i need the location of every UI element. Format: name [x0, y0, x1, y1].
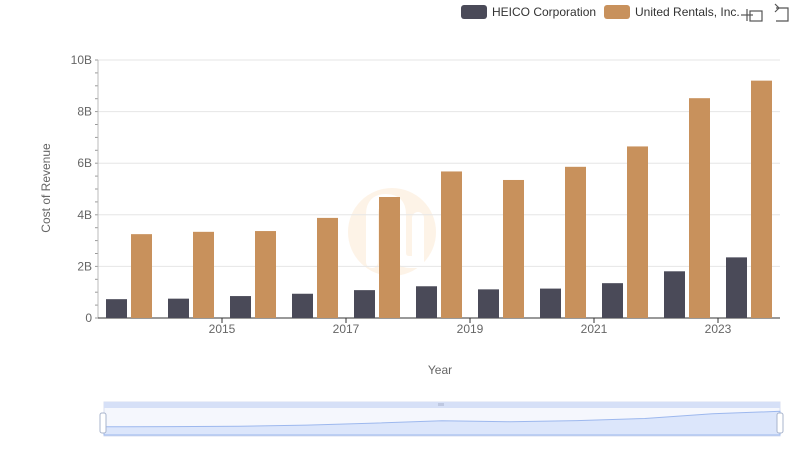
- x-tick-label: 2021: [581, 322, 608, 336]
- y-tick-label: 2B: [77, 259, 92, 273]
- legend-label-united-rentals: United Rentals, Inc.: [635, 5, 740, 19]
- bar-united-rentals-2017[interactable]: [317, 217, 338, 318]
- bar-heico-2014[interactable]: [106, 299, 127, 318]
- bar-united-rentals-2014[interactable]: [131, 234, 152, 318]
- bar-united-rentals-2023[interactable]: [689, 98, 710, 319]
- grid-lines: [98, 59, 780, 267]
- legend-swatch-united-rentals: [604, 5, 630, 19]
- legend-label-heico: HEICO Corporation: [492, 5, 596, 19]
- bar-heico-2018[interactable]: [354, 290, 375, 318]
- bar-heico-2015[interactable]: [168, 298, 189, 318]
- legend-item-united-rentals[interactable]: United Rentals, Inc.: [604, 5, 740, 19]
- bar-heico-2024[interactable]: [726, 257, 747, 318]
- navigator-left-handle[interactable]: [99, 412, 107, 434]
- x-axis-title: Year: [428, 363, 452, 377]
- x-tick-label: 2023: [705, 322, 732, 336]
- bar-heico-2023[interactable]: [664, 271, 685, 318]
- y-axis-title: Cost of Revenue: [39, 143, 53, 233]
- reset-zoom-icon[interactable]: [774, 3, 789, 22]
- y-tick-label: 10B: [71, 53, 92, 67]
- legend-item-heico[interactable]: HEICO Corporation: [461, 5, 596, 19]
- bar-united-rentals-2018[interactable]: [379, 196, 400, 318]
- bar-united-rentals-2015[interactable]: [193, 231, 214, 318]
- bar-heico-2021[interactable]: [540, 288, 561, 318]
- bar-heico-2017[interactable]: [292, 293, 313, 318]
- bar-united-rentals-2019[interactable]: [441, 171, 462, 318]
- y-tick-label: 6B: [77, 156, 92, 170]
- x-tick-label: 2019: [457, 322, 484, 336]
- x-axis: 2015 2017 2019 2021 2023: [98, 317, 780, 336]
- y-tick-label: 8B: [77, 105, 92, 119]
- bar-united-rentals-2024[interactable]: [751, 80, 772, 318]
- bar-heico-2016[interactable]: [230, 296, 251, 318]
- bar-heico-2019[interactable]: [416, 286, 437, 318]
- bar-united-rentals-2022[interactable]: [627, 146, 648, 318]
- data-zoom-navigator[interactable]: [99, 401, 784, 437]
- bar-united-rentals-2016[interactable]: [255, 231, 276, 318]
- zoom-crosshair-icon[interactable]: [741, 9, 763, 22]
- x-tick-label: 2017: [333, 322, 360, 336]
- y-tick-label: 0: [85, 311, 92, 325]
- legend-swatch-heico: [461, 5, 487, 19]
- bar-united-rentals-2020[interactable]: [503, 179, 524, 318]
- navigator-grip-icon[interactable]: [438, 403, 444, 406]
- bars[interactable]: [106, 80, 772, 319]
- navigator-right-handle[interactable]: [776, 412, 784, 434]
- bar-united-rentals-2021[interactable]: [565, 166, 586, 318]
- y-tick-label: 4B: [77, 208, 92, 222]
- navigator-top-bar[interactable]: [104, 402, 780, 408]
- legend[interactable]: HEICO Corporation United Rentals, Inc.: [461, 5, 740, 19]
- bar-heico-2022[interactable]: [602, 283, 623, 318]
- bar-heico-2020[interactable]: [478, 289, 499, 318]
- x-tick-label: 2015: [209, 322, 236, 336]
- y-axis: 0 2B 4B 6B 8B 10B: [71, 53, 99, 325]
